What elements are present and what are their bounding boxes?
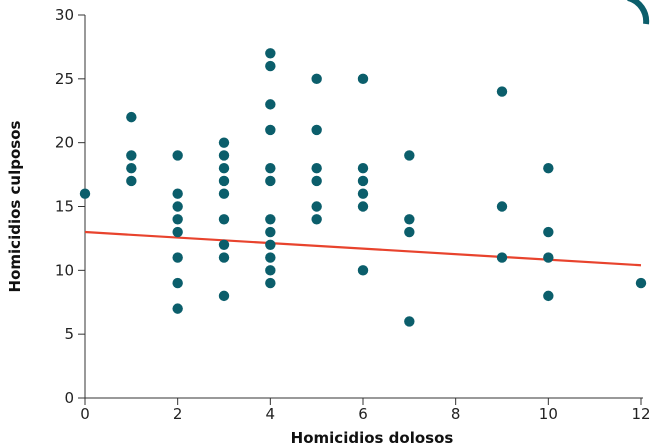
- data-point: [265, 124, 276, 136]
- data-point: [265, 277, 276, 289]
- data-point: [218, 137, 230, 148]
- data-point: [172, 188, 183, 199]
- data-point: [265, 99, 276, 110]
- x-tick-label: 0: [80, 405, 90, 423]
- data-point: [635, 277, 647, 289]
- data-point: [172, 201, 183, 212]
- x-tick-label: 12: [631, 405, 650, 423]
- y-tick-label: 20: [55, 134, 74, 152]
- data-point: [265, 48, 276, 59]
- data-point: [357, 175, 369, 187]
- y-tick-label: 0: [64, 389, 74, 407]
- data-point: [357, 188, 369, 199]
- data-point: [218, 239, 230, 250]
- data-point: [265, 239, 276, 250]
- data-point: [172, 150, 183, 161]
- data-point: [311, 163, 322, 174]
- corner-decoration-shape: [627, 0, 650, 25]
- data-point: [543, 252, 554, 263]
- y-tick-label: 25: [55, 70, 74, 88]
- data-point: [404, 226, 415, 238]
- y-tick-label: 5: [64, 325, 74, 343]
- data-point: [543, 163, 554, 174]
- data-point: [172, 226, 183, 238]
- data-point: [357, 265, 369, 276]
- data-point: [265, 175, 276, 187]
- data-point: [79, 188, 91, 199]
- x-axis-title: Homicidios dolosos: [291, 429, 454, 447]
- y-tick-label: 15: [55, 198, 74, 216]
- data-point: [172, 277, 183, 289]
- data-point: [172, 303, 183, 314]
- x-tick-label: 10: [539, 405, 558, 423]
- data-points: [79, 48, 647, 327]
- x-tick-label: 2: [173, 405, 183, 423]
- y-tick-label: 30: [55, 6, 74, 24]
- data-point: [218, 252, 230, 263]
- data-point: [126, 163, 137, 174]
- y-axis-ticks: 0 5 10 15 20 25 30: [55, 6, 85, 407]
- data-point: [265, 163, 276, 174]
- x-axis-ticks: 0 2 4 6 8 10 12: [80, 398, 650, 423]
- data-point: [126, 150, 137, 161]
- data-point: [496, 252, 508, 263]
- data-point: [311, 214, 322, 225]
- x-tick-label: 6: [358, 405, 368, 423]
- data-point: [543, 290, 554, 302]
- data-point: [311, 124, 322, 136]
- data-point: [265, 214, 276, 225]
- data-point: [265, 226, 276, 238]
- data-point: [172, 214, 183, 225]
- y-tick-label: 10: [55, 261, 74, 279]
- data-point: [404, 316, 415, 327]
- data-point: [496, 86, 508, 97]
- data-point: [357, 73, 369, 85]
- y-axis-title: Homicidios culposos: [6, 120, 24, 292]
- data-point: [496, 201, 508, 212]
- data-point: [218, 214, 230, 225]
- trend-line-group: [84, 230, 642, 267]
- x-tick-label: 4: [266, 405, 276, 423]
- data-point: [218, 163, 230, 174]
- data-point: [265, 252, 276, 263]
- data-point: [311, 175, 322, 187]
- data-point: [311, 201, 322, 212]
- data-point: [218, 175, 230, 187]
- data-point: [357, 163, 369, 174]
- data-point: [172, 252, 183, 263]
- data-point: [404, 214, 415, 225]
- data-point: [218, 150, 230, 161]
- data-point: [265, 60, 276, 72]
- data-point: [357, 201, 369, 212]
- data-point: [218, 290, 230, 302]
- data-point: [265, 265, 276, 276]
- data-point: [218, 188, 230, 199]
- data-point: [404, 150, 415, 161]
- data-point: [311, 73, 322, 85]
- trend-line: [84, 230, 642, 267]
- data-point: [126, 175, 137, 187]
- data-point: [543, 226, 554, 238]
- x-tick-label: 8: [451, 405, 461, 423]
- data-point: [126, 111, 137, 123]
